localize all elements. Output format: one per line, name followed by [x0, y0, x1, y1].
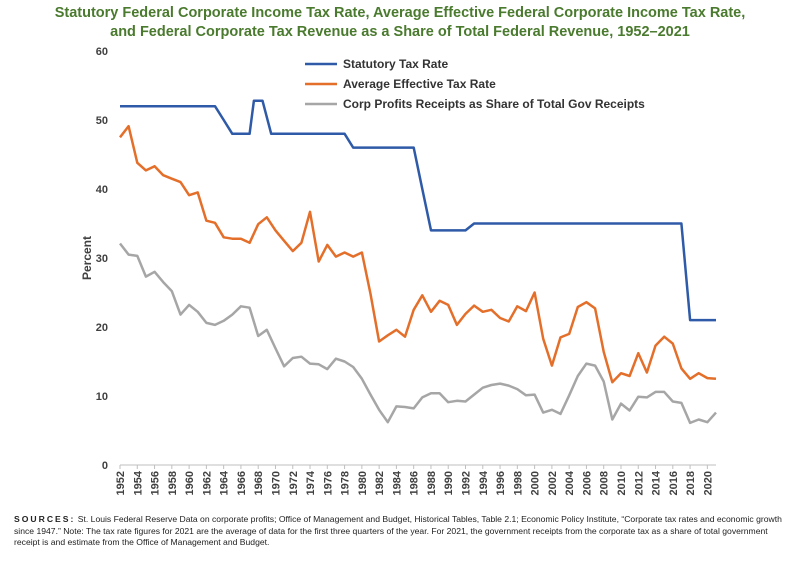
y-tick-label: 60 [96, 46, 108, 58]
x-tick-label: 1998 [512, 471, 524, 495]
x-tick-label: 2006 [581, 471, 593, 495]
chart-title: Statutory Federal Corporate Income Tax R… [0, 4, 800, 42]
legend-label: Average Effective Tax Rate [343, 77, 496, 91]
sources-label: SOURCES: [14, 514, 76, 524]
y-axis-label: Percent [80, 236, 94, 280]
x-tick-label: 1972 [288, 471, 300, 495]
x-tick-label: 1960 [184, 471, 196, 495]
x-tick-label: 1952 [115, 471, 127, 495]
y-axis-ticks: 0 10 20 30 40 50 60 [96, 46, 108, 472]
x-tick-label: 2010 [616, 471, 628, 495]
x-tick-label: 2016 [668, 471, 680, 495]
series-line-average-effective-tax-rate [119, 124, 717, 384]
x-tick-label: 1966 [236, 471, 248, 495]
x-tick-label: 1978 [340, 471, 352, 495]
chart-title-line-2: and Federal Corporate Tax Revenue as a S… [110, 24, 690, 40]
x-tick-label: 1984 [391, 470, 403, 495]
series-line-statutory-tax-rate [120, 99, 716, 322]
x-tick-label: 1958 [167, 471, 179, 495]
x-tick-label: 1968 [253, 471, 265, 495]
x-tick-label: 1964 [219, 470, 231, 495]
x-tick-label: 1994 [478, 470, 490, 495]
x-tick-label: 1954 [132, 470, 144, 495]
sources-text: St. Louis Federal Reserve Data on corpor… [14, 514, 782, 547]
x-tick-label: 2002 [547, 471, 559, 495]
x-tick-label: 2018 [685, 471, 697, 495]
x-tick-label: 1988 [426, 471, 438, 495]
x-tick-label: 2000 [530, 471, 542, 495]
x-tick-label: 2004 [564, 470, 576, 495]
legend-label: Corp Profits Receipts as Share of Total … [343, 97, 645, 111]
x-tick-label: 1986 [409, 471, 421, 495]
series-lines [119, 99, 717, 425]
x-tick-label: 1982 [374, 471, 386, 495]
sources-note: SOURCES: St. Louis Federal Reserve Data … [14, 514, 790, 549]
y-tick-label: 30 [96, 253, 108, 265]
y-tick-label: 0 [102, 460, 108, 472]
x-tick-label: 1996 [495, 471, 507, 495]
x-tick-label: 1970 [270, 471, 282, 495]
x-tick-label: 1990 [443, 471, 455, 495]
x-tick-label: 2008 [599, 471, 611, 495]
x-tick-label: 1980 [357, 471, 369, 495]
x-tick-label: 1992 [461, 471, 473, 495]
x-tick-label: 2012 [633, 471, 645, 495]
x-tick-label: 1976 [322, 471, 334, 495]
x-tick-label: 1962 [201, 471, 213, 495]
y-tick-label: 50 [96, 115, 108, 127]
legend-label: Statutory Tax Rate [343, 57, 448, 71]
x-tick-label: 1956 [150, 471, 162, 495]
chart-title-line-1: Statutory Federal Corporate Income Tax R… [54, 5, 746, 21]
y-tick-label: 10 [96, 391, 108, 403]
y-tick-label: 40 [96, 184, 108, 196]
series-line-corp-profits-receipts-as-share-of-total-gov-receipts [119, 242, 717, 425]
y-tick-label: 20 [96, 322, 108, 334]
x-tick-label: 1974 [305, 470, 317, 495]
x-axis-ticks: 1952 1954 1956 1958 1960 1962 1964 1966 1968 1970… [115, 465, 714, 495]
gridlines [120, 50, 716, 466]
x-tick-label: 2020 [702, 471, 714, 495]
legend: Statutory Tax Rate Average Effective Tax … [305, 57, 645, 111]
x-tick-label: 2014 [651, 470, 663, 495]
